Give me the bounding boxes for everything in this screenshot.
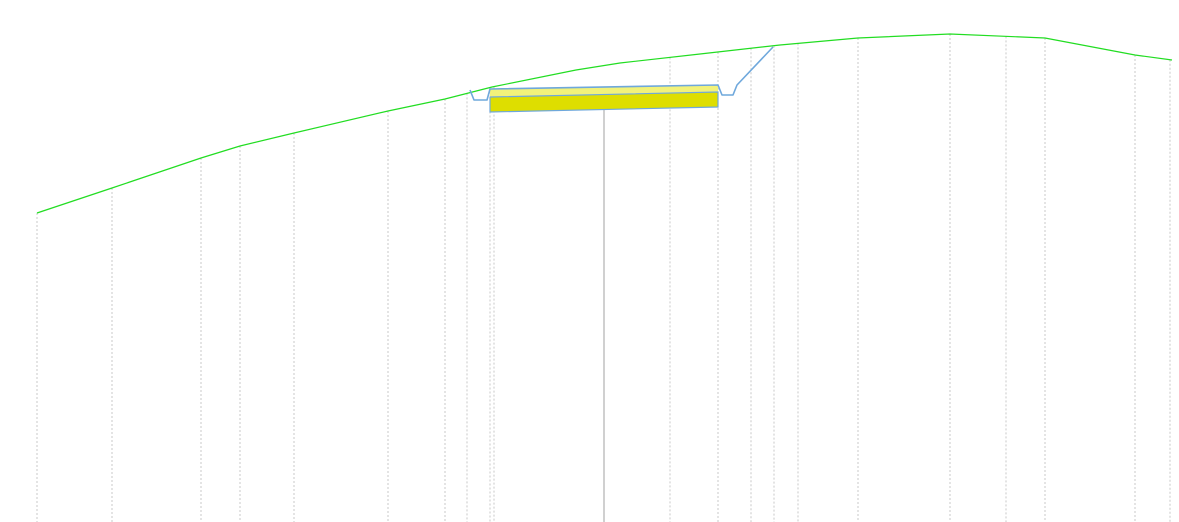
pavement-lower-layer — [490, 92, 718, 112]
ground-line — [36, 33, 1173, 214]
design-section — [469, 46, 774, 113]
pavement-lower-outline — [489, 91, 719, 113]
station-lines — [36, 34, 1171, 522]
design-outline — [469, 46, 774, 101]
